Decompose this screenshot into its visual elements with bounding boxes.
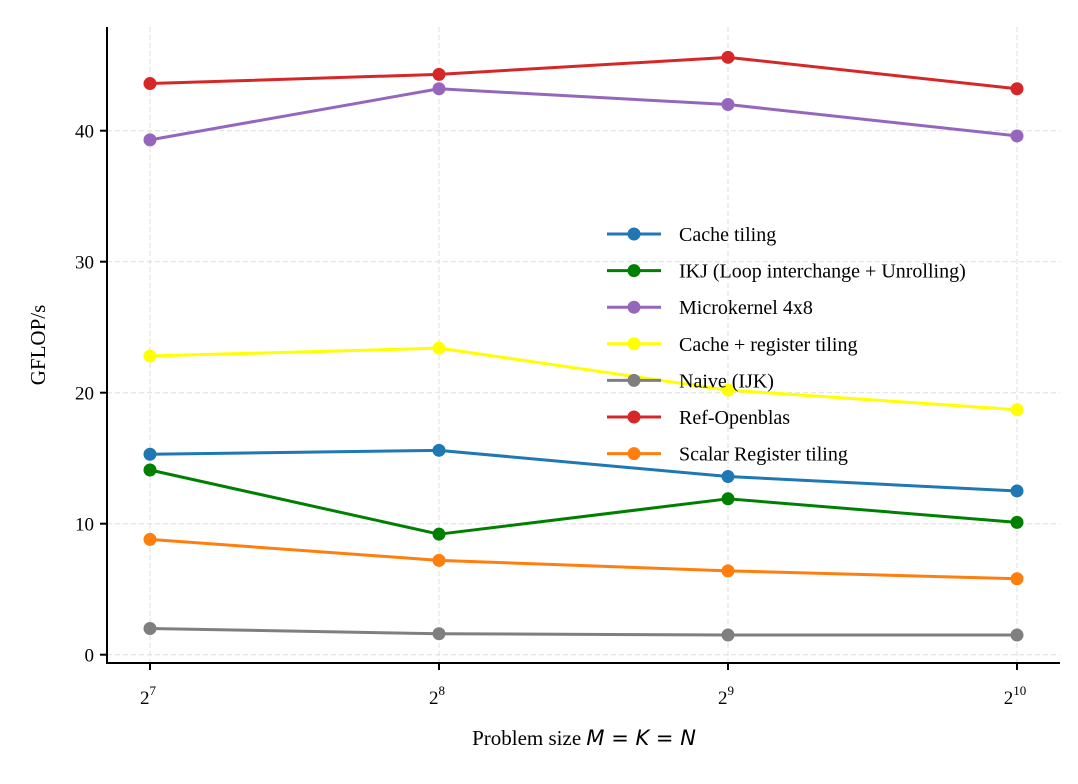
series-line — [149, 627, 1017, 637]
series-cache-register-tiling — [143, 341, 1024, 417]
series-ikj-loop-interchange-unrolling — [143, 463, 1024, 541]
x-tick-exponent: 10 — [1013, 683, 1026, 698]
series-line — [149, 55, 1018, 91]
legend-marker — [627, 264, 641, 278]
data-point — [432, 527, 446, 541]
series-line — [149, 448, 1018, 493]
legend-label: Cache + register tiling — [679, 334, 857, 356]
x-tick-base: 2 — [429, 688, 439, 709]
data-point — [1010, 628, 1024, 642]
data-point — [143, 463, 157, 477]
x-axis-label: Problem size M = K = N — [472, 726, 696, 750]
legend-label: Scalar Register tiling — [679, 444, 848, 466]
x-tick-label: 27 — [140, 683, 157, 709]
data-point — [432, 67, 446, 81]
x-tick-base: 2 — [718, 688, 728, 709]
data-point — [721, 50, 735, 64]
y-tick-label: 0 — [85, 646, 95, 667]
data-point — [432, 341, 446, 355]
series-line — [149, 537, 1018, 581]
x-tick-base: 2 — [140, 688, 150, 709]
data-point — [432, 82, 446, 96]
y-tick-label: 30 — [75, 253, 94, 274]
series-microkernel-4x8 — [143, 82, 1024, 147]
data-point — [721, 383, 735, 397]
x-tick-exponent: 8 — [439, 683, 446, 698]
data-point — [721, 628, 735, 642]
axes — [106, 27, 1060, 664]
x-tick-label: 210 — [1004, 683, 1027, 709]
legend-marker — [627, 447, 641, 461]
legend-label: Ref-Openblas — [679, 407, 790, 429]
legend-label: IKJ (Loop interchange + Unrolling) — [679, 261, 966, 283]
legend-entry: IKJ (Loop interchange + Unrolling) — [607, 261, 966, 283]
legend-marker — [627, 300, 641, 314]
data-point — [432, 627, 446, 641]
data-point — [143, 447, 157, 461]
legend: Cache tiling IKJ (Loop interchange + Unro… — [607, 224, 966, 466]
x-tick-exponent: 7 — [150, 683, 157, 698]
legend-entry: Ref-Openblas — [607, 407, 790, 429]
data-point — [1010, 129, 1024, 143]
legend-entry: Scalar Register tiling — [607, 444, 848, 466]
legend-label: Microkernel 4x8 — [679, 297, 813, 319]
y-tick-label: 10 — [75, 515, 94, 536]
series-scalar-register-tiling — [143, 532, 1024, 586]
data-point — [143, 532, 157, 546]
data-point — [432, 443, 446, 457]
data-point — [721, 470, 735, 484]
data-point — [1010, 403, 1024, 417]
series-naive-ijk — [143, 622, 1024, 642]
legend-marker — [627, 227, 641, 241]
data-point — [143, 349, 157, 363]
data-point — [143, 133, 157, 147]
legend-marker — [627, 337, 641, 351]
series-line — [149, 87, 1018, 142]
data-point — [721, 564, 735, 578]
x-tick-base: 2 — [1004, 688, 1014, 709]
y-axis-label: GFLOP/s — [26, 305, 50, 386]
series-ref-openblas — [143, 50, 1024, 96]
data-point — [143, 77, 157, 91]
x-axis-label-text: Problem size — [472, 726, 586, 750]
series-layer — [143, 50, 1024, 642]
legend-label: Naive (IJK) — [679, 370, 774, 392]
x-tick-label: 28 — [429, 683, 445, 709]
y-tick-label: 40 — [75, 122, 94, 143]
data-point — [721, 492, 735, 506]
x-tick-label: 29 — [718, 683, 734, 709]
legend-entry: Naive (IJK) — [607, 370, 774, 392]
data-point — [432, 553, 446, 567]
x-axis-label-math: M = K = N — [586, 726, 696, 750]
legend-marker — [627, 373, 641, 387]
legend-marker — [627, 410, 641, 424]
legend-label: Cache tiling — [679, 224, 776, 246]
legend-entry: Cache tiling — [607, 224, 776, 246]
series-line — [149, 346, 1018, 412]
data-point — [1010, 82, 1024, 96]
data-point — [1010, 572, 1024, 586]
series-cache-tiling — [143, 443, 1024, 498]
data-point — [721, 98, 735, 111]
data-point — [1010, 484, 1024, 498]
x-tick-exponent: 9 — [728, 683, 735, 698]
data-point — [1010, 515, 1024, 529]
legend-entry: Microkernel 4x8 — [607, 297, 813, 319]
y-tick-label: 20 — [75, 384, 94, 405]
legend-entry: Cache + register tiling — [607, 334, 857, 356]
data-point — [143, 622, 157, 635]
series-line — [149, 468, 1018, 536]
